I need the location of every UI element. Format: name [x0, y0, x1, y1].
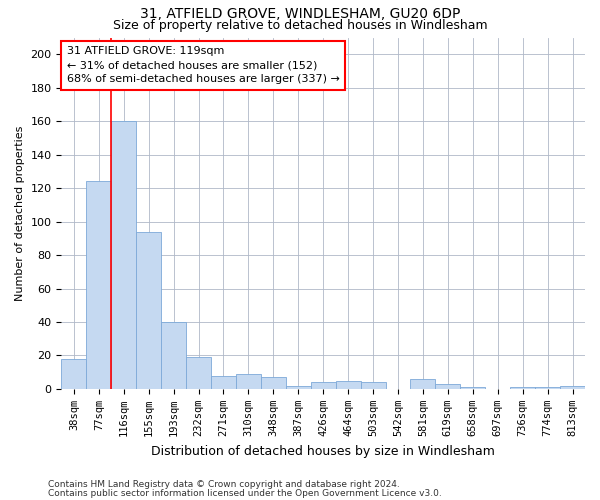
Text: Contains HM Land Registry data © Crown copyright and database right 2024.: Contains HM Land Registry data © Crown c…	[48, 480, 400, 489]
Bar	[261, 377, 286, 389]
Text: Contains public sector information licensed under the Open Government Licence v3: Contains public sector information licen…	[48, 488, 442, 498]
X-axis label: Distribution of detached houses by size in Windlesham: Distribution of detached houses by size …	[151, 444, 495, 458]
Bar	[211, 376, 236, 389]
Y-axis label: Number of detached properties: Number of detached properties	[15, 126, 25, 301]
Text: 31, ATFIELD GROVE, WINDLESHAM, GU20 6DP: 31, ATFIELD GROVE, WINDLESHAM, GU20 6DP	[140, 8, 460, 22]
Bar	[560, 386, 585, 389]
Bar	[361, 382, 386, 389]
Bar	[410, 379, 436, 389]
Bar	[510, 388, 535, 389]
Bar	[460, 388, 485, 389]
Bar	[286, 386, 311, 389]
Bar	[311, 382, 335, 389]
Bar	[86, 182, 111, 389]
Bar	[136, 232, 161, 389]
Bar	[186, 357, 211, 389]
Bar	[161, 322, 186, 389]
Bar	[111, 121, 136, 389]
Bar	[335, 380, 361, 389]
Bar	[535, 388, 560, 389]
Bar	[236, 374, 261, 389]
Text: 31 ATFIELD GROVE: 119sqm
← 31% of detached houses are smaller (152)
68% of semi-: 31 ATFIELD GROVE: 119sqm ← 31% of detach…	[67, 46, 340, 84]
Text: Size of property relative to detached houses in Windlesham: Size of property relative to detached ho…	[113, 18, 487, 32]
Bar	[436, 384, 460, 389]
Bar	[61, 359, 86, 389]
